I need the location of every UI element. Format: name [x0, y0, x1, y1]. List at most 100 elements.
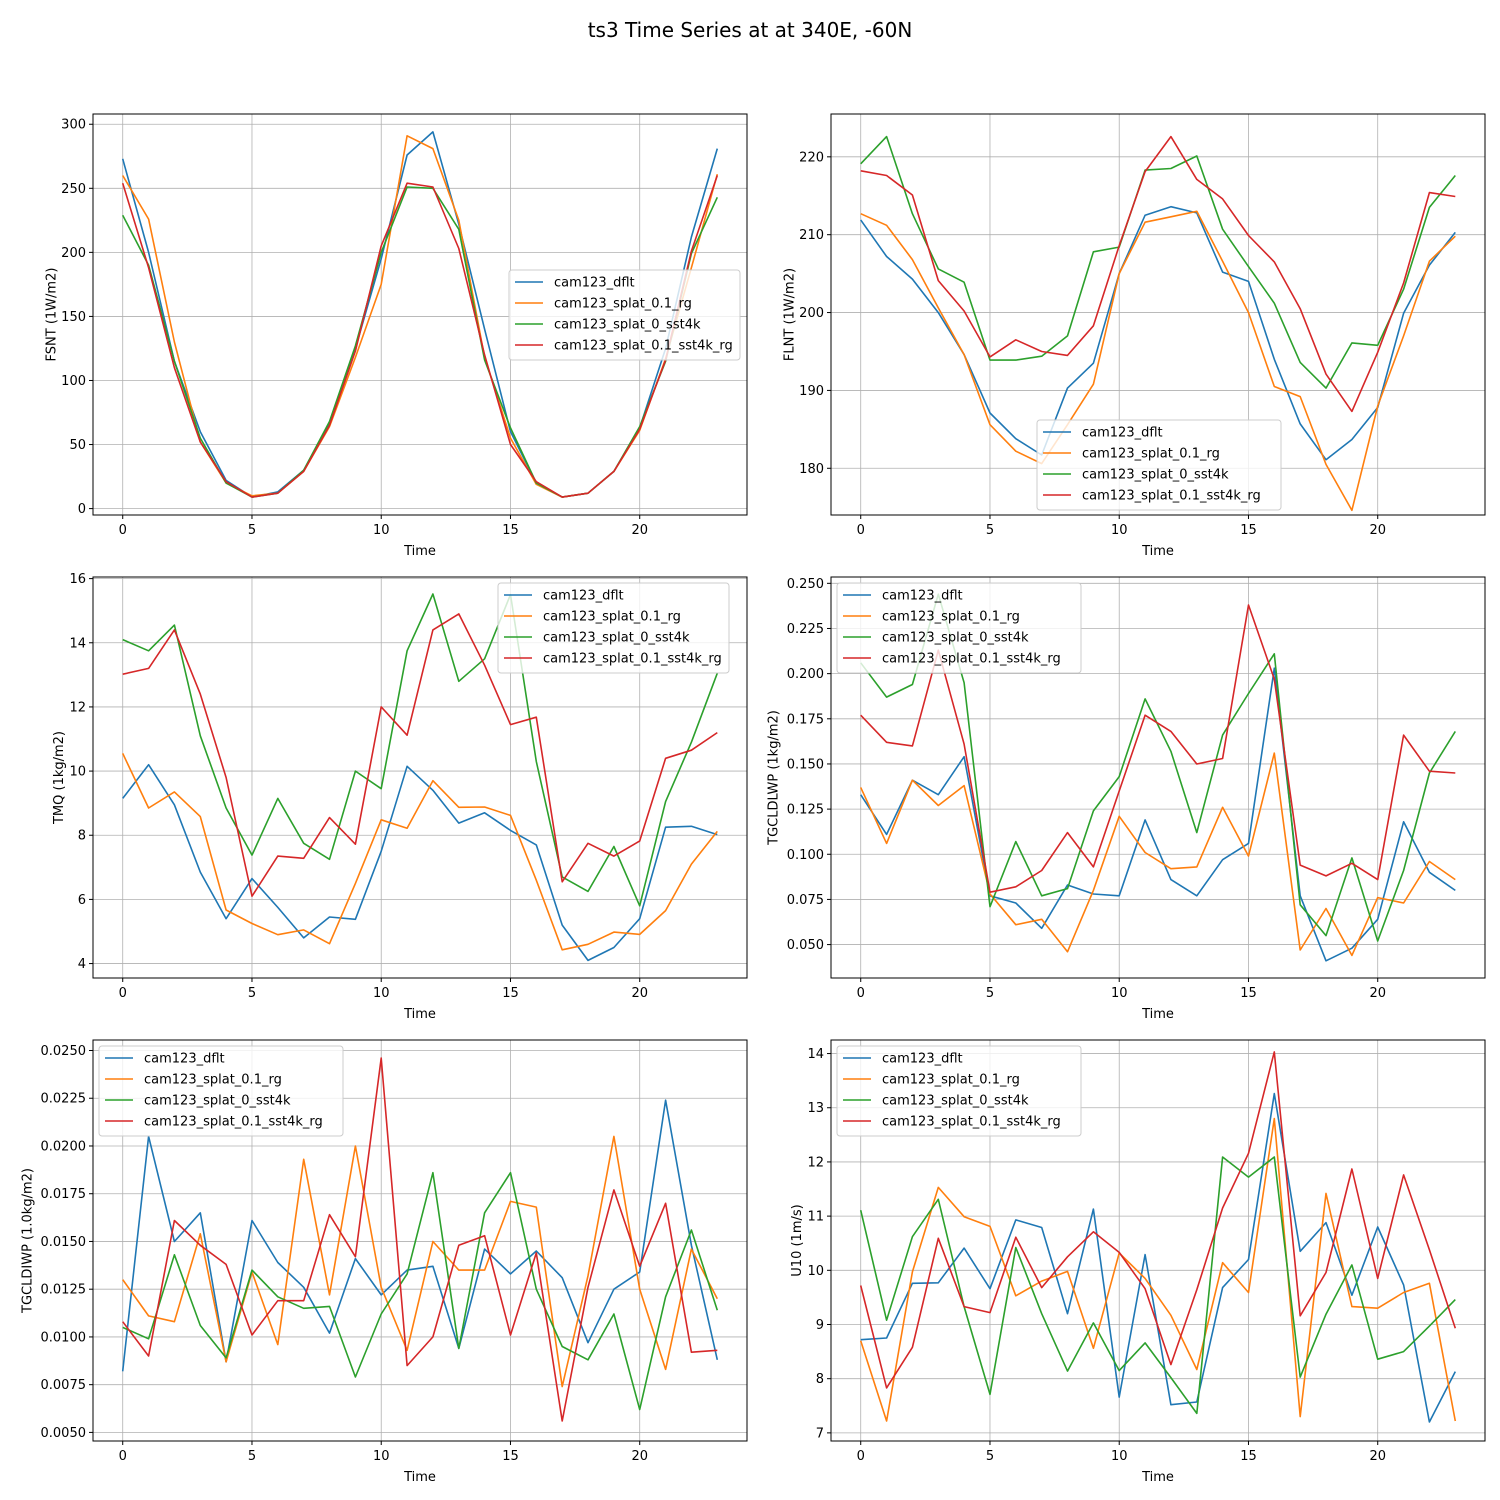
- legend-label-4: cam123_splat_0.1_sst4k_rg: [554, 339, 733, 354]
- y-tick-label: 0.175: [787, 712, 824, 727]
- series-line-1: [860, 1092, 1457, 1423]
- legend-label-3: cam123_splat_0_sst4k: [144, 1094, 291, 1109]
- x-axis-label: Time: [1141, 1470, 1174, 1485]
- y-tick-label: 9: [816, 1318, 824, 1333]
- y-tick-label: 0.0125: [41, 1283, 87, 1298]
- series-line-3: [122, 593, 719, 907]
- y-tick-label: 0.250: [787, 577, 824, 592]
- y-tick-label: 150: [61, 310, 86, 325]
- legend-label-2: cam123_splat_0.1_rg: [144, 1073, 282, 1088]
- legend: cam123_dflt cam123_splat_0.1_rg cam123_spl…: [497, 582, 730, 674]
- legend-label-1: cam123_dflt: [882, 589, 963, 604]
- series-line-3: [859, 1156, 1456, 1415]
- x-axis-label: Time: [1141, 544, 1174, 559]
- y-axis-label: TGCLDLWP (1kg/m2): [767, 710, 782, 846]
- x-tick-label: 0: [857, 986, 865, 1001]
- legend-label-2: cam123_splat_0.1_rg: [554, 297, 692, 312]
- y-tick-label: 200: [61, 246, 86, 261]
- y-tick-label: 50: [69, 438, 86, 453]
- y-tick-label: 6: [78, 893, 86, 908]
- y-tick-label: 16: [69, 572, 86, 587]
- y-tick-label: 200: [799, 306, 824, 321]
- y-tick-label: 190: [799, 384, 824, 399]
- x-tick-label: 5: [248, 523, 256, 538]
- x-tick-label: 15: [502, 523, 519, 538]
- subplot-2: 0 5 10 15 20 180 190 200 210 220 Time FLNT (1W/m2) c…: [782, 113, 1486, 559]
- x-axis-label: Time: [403, 1007, 436, 1022]
- x-tick-label: 20: [631, 523, 648, 538]
- legend-box: [508, 269, 741, 361]
- legend-label-3: cam123_splat_0_sst4k: [882, 1094, 1029, 1109]
- x-tick-label: 10: [1111, 986, 1128, 1001]
- x-tick-label: 5: [248, 986, 256, 1001]
- legend-label-3: cam123_splat_0_sst4k: [882, 631, 1029, 646]
- y-tick-label: 14: [69, 636, 86, 651]
- figure-title: ts3 Time Series at at 340E, -60N: [588, 18, 913, 42]
- x-tick-label: 10: [1111, 523, 1128, 538]
- axes-frame: [830, 1039, 1486, 1442]
- y-tick-label: 300: [61, 118, 86, 133]
- legend-label-1: cam123_dflt: [144, 1052, 225, 1067]
- y-axis-label: FLNT (1W/m2): [782, 268, 797, 361]
- x-tick-label: 5: [986, 986, 994, 1001]
- axes-frame: [830, 113, 1486, 516]
- series-line-3: [122, 1171, 719, 1411]
- series-line-4: [860, 604, 1456, 894]
- y-tick-label: 0.0050: [41, 1426, 87, 1441]
- legend-box: [836, 582, 1082, 674]
- x-tick-label: 20: [631, 986, 648, 1001]
- subplot-3: 0 5 10 15 20 4 6 8 10 12 14 16 Time TMQ (1kg/m2) cam12…: [52, 572, 748, 1022]
- x-tick-label: 5: [248, 1449, 256, 1464]
- legend-box: [1036, 419, 1282, 511]
- y-tick-label: 0.125: [787, 803, 824, 818]
- legend-label-1: cam123_dflt: [882, 1052, 963, 1067]
- x-axis-label: Time: [403, 1470, 436, 1485]
- series-line-2: [121, 753, 718, 951]
- y-tick-label: 7: [816, 1426, 824, 1441]
- x-tick-label: 5: [986, 1449, 994, 1464]
- legend-label-2: cam123_splat_0.1_rg: [543, 610, 681, 625]
- y-tick-label: 11: [807, 1210, 824, 1225]
- x-tick-label: 15: [1240, 986, 1257, 1001]
- series-line-3: [860, 135, 1456, 389]
- legend-label-4: cam123_splat_0.1_sst4k_rg: [543, 652, 722, 667]
- x-axis-label: Time: [1141, 1007, 1174, 1022]
- subplot-4: 0 5 10 15 20 0.050 0.075 0.100 0.125 0.150 0.175 0.…: [767, 576, 1486, 1022]
- x-tick-label: 0: [119, 986, 127, 1001]
- x-tick-label: 15: [1240, 1449, 1257, 1464]
- legend-label-4: cam123_splat_0.1_sst4k_rg: [882, 652, 1061, 667]
- x-tick-label: 0: [119, 523, 127, 538]
- subplot-5: 0 5 10 15 20 0.0050 0.0075 0.0100 0.0125 0.0150 0.…: [21, 1039, 748, 1485]
- legend: cam123_dflt cam123_splat_0.1_rg cam123_spl…: [508, 269, 741, 361]
- y-tick-label: 210: [799, 228, 824, 243]
- axes-frame: [830, 576, 1486, 979]
- y-tick-label: 0.100: [787, 848, 824, 863]
- series-line-1: [860, 667, 1456, 962]
- y-tick-label: 0.225: [787, 622, 824, 637]
- axes-frame: [92, 576, 748, 979]
- legend-label-2: cam123_splat_0.1_rg: [882, 1073, 1020, 1088]
- legend-label-2: cam123_splat_0.1_rg: [1082, 447, 1220, 462]
- legend-label-4: cam123_splat_0.1_sst4k_rg: [882, 1115, 1061, 1130]
- axes-frame: [92, 1039, 748, 1442]
- x-tick-label: 5: [986, 523, 994, 538]
- legend: cam123_dflt cam123_splat_0.1_rg cam123_spl…: [1036, 419, 1282, 511]
- y-tick-label: 4: [78, 957, 86, 972]
- y-tick-label: 12: [807, 1155, 824, 1170]
- x-tick-label: 0: [857, 523, 865, 538]
- y-tick-label: 0.0100: [41, 1330, 87, 1345]
- y-tick-label: 14: [807, 1047, 824, 1062]
- subplot-6: 0 5 10 15 20 7 8 9 10 11 12 13 14 Time U10 (1m/s) cam12…: [790, 1039, 1486, 1485]
- legend-label-1: cam123_dflt: [1082, 426, 1163, 441]
- legend: cam123_dflt cam123_splat_0.1_rg cam123_spl…: [98, 1045, 344, 1137]
- y-tick-label: 0.200: [787, 667, 824, 682]
- series-line-2: [859, 752, 1456, 957]
- x-tick-label: 20: [1369, 1449, 1386, 1464]
- legend-label-1: cam123_dflt: [554, 276, 635, 291]
- legend-box: [98, 1045, 344, 1137]
- y-tick-label: 10: [69, 765, 86, 780]
- x-axis-label: Time: [403, 544, 436, 559]
